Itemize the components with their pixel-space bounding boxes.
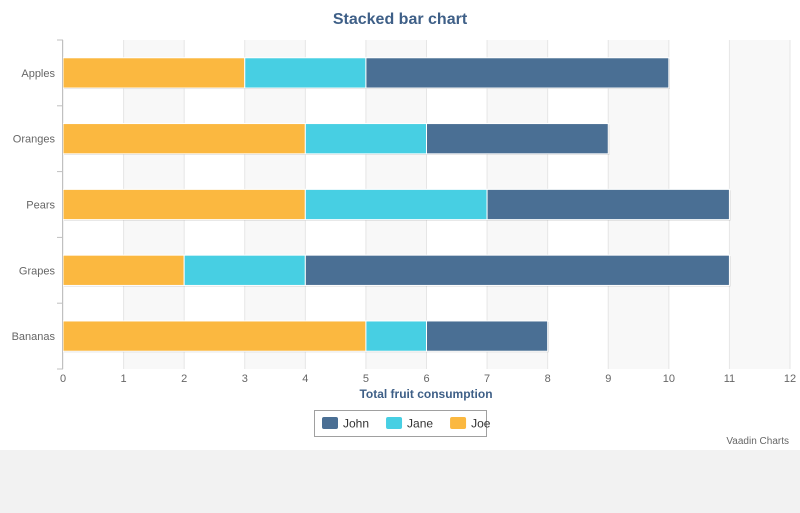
x-tick-label: 2 (181, 373, 187, 385)
bar-segment-jane-pears[interactable] (304, 188, 488, 221)
bar-segment-joe-oranges[interactable] (62, 123, 306, 155)
legend-swatch (386, 417, 403, 429)
x-tick-label: 7 (484, 373, 490, 385)
x-tick-label: 10 (663, 373, 675, 385)
legend-item-joe[interactable]: Joe (450, 417, 491, 431)
legend-label: Jane (407, 417, 433, 431)
bars (62, 57, 731, 353)
chart-card: Stacked bar chart 0 1 2 3 4 5 6 7 8 9 10 11 12 Apples… (0, 0, 800, 450)
bar-segment-joe-pears[interactable] (62, 188, 306, 221)
chart-credit[interactable]: Vaadin Charts (726, 436, 789, 447)
category-label: Apples (21, 68, 55, 80)
x-tick-label: 4 (302, 373, 308, 385)
x-tick-label: 12 (784, 373, 796, 385)
x-tick-label: 6 (423, 373, 429, 385)
plot-band (729, 40, 790, 369)
bar-segment-john-bananas[interactable] (426, 320, 549, 352)
x-tick-label: 3 (242, 373, 248, 385)
bar-segment-john-apples[interactable] (365, 57, 670, 89)
category-label: Bananas (12, 331, 56, 343)
bar-segment-john-oranges[interactable] (426, 123, 609, 155)
category-label: Grapes (19, 265, 56, 277)
legend-label: Joe (471, 417, 491, 431)
bar-segment-john-grapes[interactable] (304, 254, 730, 286)
stacked-bar-chart: Stacked bar chart 0 1 2 3 4 5 6 7 8 9 10 11 12Apples… (12, 11, 797, 447)
x-tick-label: 5 (363, 373, 369, 385)
legend-item-jane[interactable]: Jane (386, 417, 433, 431)
legend: John Jane Joe (314, 410, 491, 437)
bar-segment-joe-bananas[interactable] (62, 320, 367, 352)
legend-item-john[interactable]: John (322, 417, 369, 431)
bar-segment-joe-grapes[interactable] (62, 254, 185, 286)
x-tick-label: 0 (60, 373, 66, 385)
bar-segment-jane-apples[interactable] (244, 57, 367, 89)
bar-segment-joe-apples[interactable] (62, 57, 246, 89)
bar-segment-jane-bananas[interactable] (365, 320, 427, 352)
bar-segment-jane-oranges[interactable] (304, 123, 428, 155)
legend-swatch (322, 417, 338, 429)
bar-segment-john-pears[interactable] (486, 188, 730, 221)
x-axis-title: Total fruit consumption (359, 387, 492, 401)
chart-title: Stacked bar chart (333, 11, 468, 28)
x-tick-label: 1 (121, 373, 127, 385)
category-label: Pears (26, 200, 55, 212)
x-tick-label: 9 (605, 373, 611, 385)
legend-swatch (450, 417, 467, 429)
legend-label: John (343, 417, 369, 431)
category-label: Oranges (13, 134, 56, 146)
x-tick-label: 11 (724, 373, 735, 385)
x-tick-label: 8 (545, 373, 551, 385)
axes: 0 1 2 3 4 5 6 7 8 9 10 11 12ApplesOrangesPearsGrapes… (12, 39, 796, 385)
bar-segment-jane-grapes[interactable] (183, 254, 306, 286)
